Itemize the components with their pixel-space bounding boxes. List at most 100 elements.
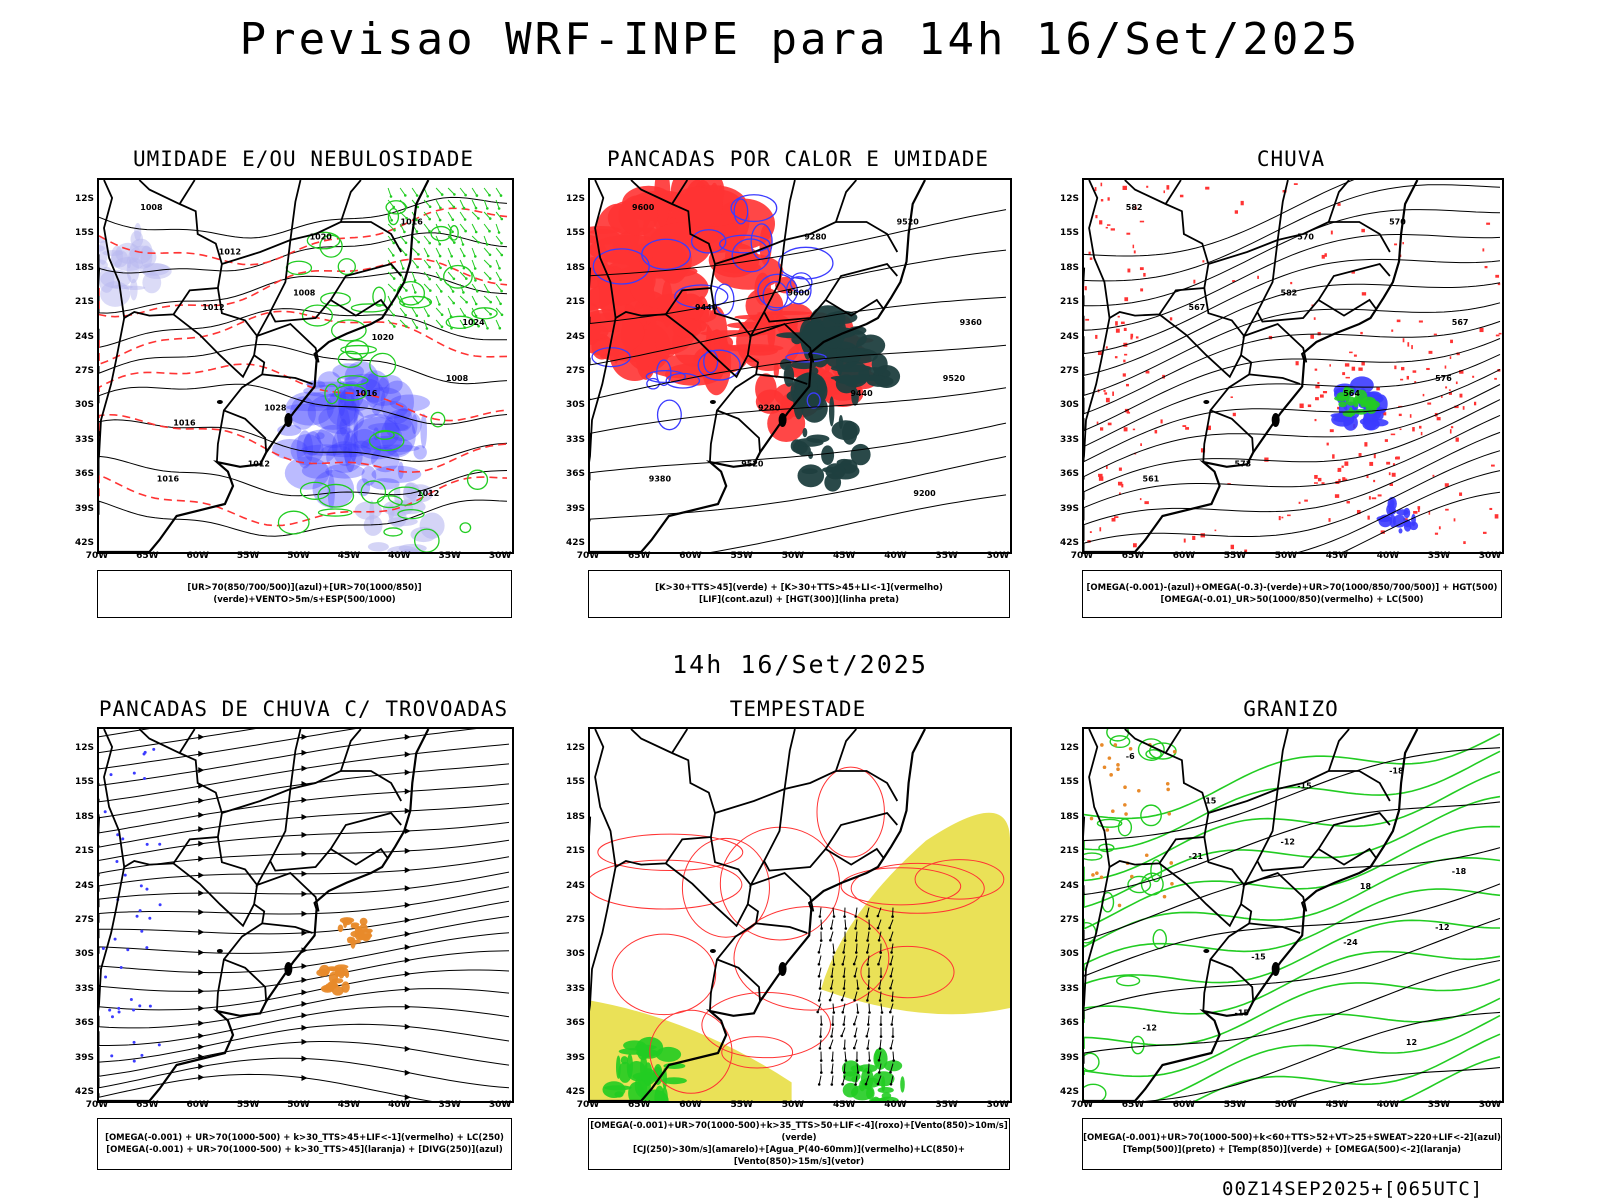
- panel-legend: [UR>70(850/700/500)](azul)+[UR>70(1000/8…: [97, 570, 512, 618]
- hgt500-contour: [1342, 491, 1501, 552]
- lake-patos: [778, 962, 787, 976]
- thickness-contour: [99, 207, 508, 266]
- pressure-contour: [99, 232, 508, 274]
- contour-label: 15: [1205, 796, 1217, 805]
- pressure-contour: [99, 383, 508, 425]
- longitude-tick-label: 70W: [576, 1100, 600, 1110]
- latitude-tick-label: 30S: [1059, 949, 1079, 960]
- hgt500-contour: [1084, 384, 1501, 480]
- longitude-tick-label: 50W: [1274, 1100, 1298, 1110]
- latitude-tick-label: 12S: [565, 743, 585, 753]
- contour-label: 1008: [446, 374, 469, 383]
- lc250-streamlines: [99, 729, 510, 1101]
- latitude-tick-label: 24S: [1059, 331, 1079, 342]
- latitude-tick-label: 21S: [1059, 297, 1079, 308]
- map-plot: [588, 727, 1012, 1103]
- temp850-green-contours: [1084, 729, 1501, 1101]
- longitude-tick-label: 70W: [85, 551, 109, 561]
- temp500-contour: [1084, 883, 1501, 977]
- hgt300-contour: [590, 344, 1007, 401]
- latitude-tick-label: 33S: [1059, 434, 1079, 445]
- lif-blue-contours: [591, 194, 834, 431]
- contour-label: 1012: [248, 459, 270, 468]
- contour-label: 570: [1297, 233, 1314, 242]
- longitude-tick-label: 65W: [628, 551, 651, 561]
- contour-label: -12: [1281, 837, 1295, 846]
- legend-line: [LIF](cont.azul) + [HGT(300)](linha pret…: [698, 595, 900, 605]
- longitude-tick-label: 40W: [884, 551, 907, 561]
- latitude-tick-label: 27S: [1059, 366, 1079, 376]
- lake-patos: [284, 962, 293, 976]
- latitude-tick-label: 33S: [565, 434, 585, 445]
- longitude-tick-label: 35W: [935, 1100, 958, 1110]
- longitude-tick-label: 50W: [781, 551, 805, 561]
- panel-legend: [OMEGA(-0.001) + UR>70(1000-500) + k>30_…: [97, 1118, 512, 1170]
- latitude-tick-label: 24S: [1059, 880, 1079, 891]
- contour-label: 567: [1452, 318, 1469, 327]
- contour-label: 9440: [695, 303, 718, 312]
- latitude-tick-label: 15S: [74, 777, 94, 788]
- humidity-blue-area: [272, 361, 430, 510]
- legend-line: [OMEGA(-0.001) + UR>70(1000-500) + k>30_…: [105, 1133, 504, 1143]
- latitude-tick-label: 15S: [1059, 228, 1079, 239]
- coastline: [99, 729, 430, 1101]
- longitude-tick-label: 60W: [679, 551, 702, 561]
- latitude-tick-label: 33S: [565, 983, 585, 994]
- hgt500-contour: [1084, 184, 1501, 282]
- longitude-tick-label: 30W: [488, 551, 512, 561]
- map-plot: 9600 9600 9520 9520 9520 9440 9440 9380 9280 9360…: [588, 178, 1012, 554]
- longitude-tick-label: 70W: [1070, 1100, 1094, 1110]
- latitude-tick-label: 36S: [565, 1018, 585, 1029]
- latitude-tick-label: 39S: [565, 1052, 585, 1063]
- contour-label: 1020: [372, 333, 395, 342]
- hgt500-contour: [1297, 470, 1501, 552]
- thunderstorm-orange-area-south: [316, 964, 350, 996]
- longitude-tick-label: 50W: [287, 551, 310, 561]
- contour-label: 1016: [401, 218, 424, 227]
- hgt500-contour: [1084, 431, 1501, 541]
- thickness-contour: [99, 258, 508, 318]
- longitude-tick-label: 70W: [85, 1100, 109, 1110]
- latitude-tick-label: 21S: [565, 297, 585, 308]
- legend-line: [OMEGA(-0.001) + UR>70(1000-500) + k>30_…: [106, 1145, 503, 1155]
- longitude-tick-label: 55W: [730, 1100, 753, 1110]
- coastline: [99, 180, 430, 552]
- latitude-tick-label: 39S: [74, 503, 94, 514]
- latitude-tick-label: 30S: [565, 400, 585, 411]
- latitude-tick-label: 39S: [74, 1052, 94, 1063]
- lake: [216, 400, 223, 404]
- longitude-tick-label: 50W: [1274, 551, 1298, 561]
- panel-legend: [K>30+TTS>45](verde) + [K>30+TTS>45+LI<-…: [588, 570, 1010, 618]
- legend-line: [OMEGA(-0.001)+UR>70(1000-500)+k<60+TTS>…: [1083, 1133, 1501, 1143]
- latitude-tick-label: 42S: [74, 538, 94, 548]
- political-borders: [590, 729, 899, 1012]
- legend-line: [K>30+TTS>45](verde) + [K>30+TTS>45+LI<-…: [655, 583, 943, 593]
- longitude-tick-label: 30W: [488, 1100, 512, 1110]
- hgt500-contour: [1084, 320, 1501, 415]
- latitude-tick-label: 30S: [74, 400, 94, 411]
- panel-title: TEMPESTADE: [729, 697, 867, 721]
- map-plot: 582 582 576 573 570 567 564 561 570 567: [1082, 178, 1504, 554]
- latitude-tick-label: 27S: [74, 366, 94, 376]
- latitude-tick-label: 15S: [74, 228, 94, 239]
- latitude-tick-label: 36S: [1059, 469, 1079, 480]
- contour-label: 18: [1360, 882, 1372, 891]
- longitude-tick-label: 55W: [236, 551, 260, 561]
- contour-label: 582: [1126, 203, 1143, 212]
- latitude-tick-label: 24S: [74, 331, 94, 342]
- latitude-tick-label: 12S: [1059, 743, 1079, 753]
- panel-title: GRANIZO: [1243, 697, 1339, 721]
- contour-label: 9200: [913, 489, 936, 498]
- rain-blue-area-south: [1376, 496, 1419, 534]
- thermal-instability-red-area: [590, 180, 813, 396]
- thickness-contour: [99, 310, 508, 366]
- longitude-tick-label: 70W: [576, 551, 600, 561]
- wind850-vectors: [816, 907, 895, 1086]
- hgt500-contour: [1084, 302, 1501, 396]
- latitude-tick-label: 33S: [1059, 983, 1079, 994]
- contour-label: -18: [1452, 867, 1467, 876]
- hgt300-contour: [590, 456, 1007, 522]
- longitude-tick-label: 55W: [236, 1100, 260, 1110]
- legend-line: [CJ(250)>30m/s](amarelo)+[Agua_P(40-60mm…: [632, 1145, 966, 1167]
- contour-label: 561: [1143, 474, 1160, 483]
